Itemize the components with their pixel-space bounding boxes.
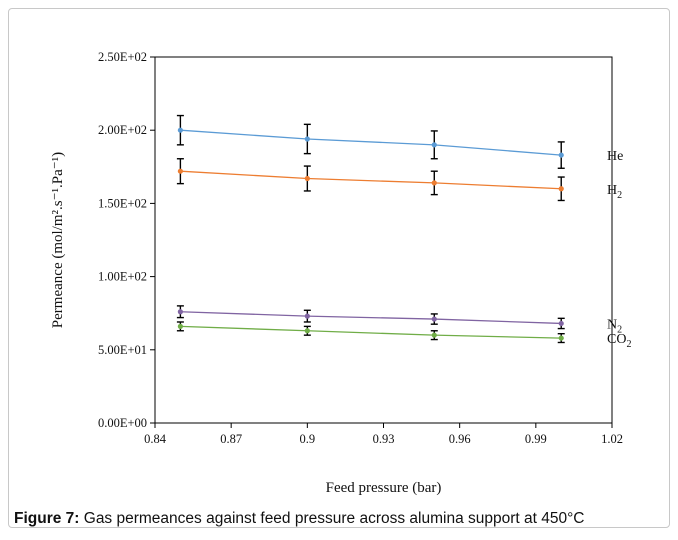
series-label-h2: H2 xyxy=(607,183,622,201)
data-point xyxy=(558,186,564,192)
y-tick-label: 5.00E+01 xyxy=(98,343,147,357)
plot-area-border xyxy=(154,56,613,424)
data-point xyxy=(431,142,437,148)
series-label-main: He xyxy=(607,149,623,164)
data-point xyxy=(177,127,183,133)
data-point xyxy=(177,309,183,315)
y-tick-label: 1.50E+02 xyxy=(98,196,147,210)
series-layer xyxy=(176,114,565,344)
x-tick-label: 0.87 xyxy=(220,432,242,446)
data-point xyxy=(304,328,310,334)
series-label-subscript: 2 xyxy=(617,324,622,335)
series-n2 xyxy=(176,305,565,330)
series-h2 xyxy=(176,158,565,202)
data-point xyxy=(431,316,437,322)
series-line xyxy=(180,170,562,190)
x-tick-label: 0.9 xyxy=(300,432,316,446)
y-tick-label: 2.50E+02 xyxy=(98,50,147,64)
data-point xyxy=(177,168,183,174)
figure-caption: Figure 7: Gas permeances against feed pr… xyxy=(14,510,678,528)
data-point xyxy=(304,136,310,142)
y-tick-label: 1.00E+02 xyxy=(98,270,147,284)
figure-frame xyxy=(8,8,670,528)
series-label-subscript: 2 xyxy=(626,339,631,350)
y-tick-label: 0.00E+00 xyxy=(98,416,147,430)
caption-label: Figure 7: xyxy=(14,510,80,527)
data-point xyxy=(304,175,310,182)
data-point xyxy=(558,152,564,158)
caption-text: Gas permeances against feed pressure acr… xyxy=(79,510,585,527)
y-axis-label: Permeance (mol/m².s⁻¹.Pa⁻¹) xyxy=(50,152,66,328)
x-axis-ticks: 0.84 0.87 0.9 0.93 0.96 0.99 1.02 xyxy=(144,423,623,446)
series-line xyxy=(180,311,562,325)
data-point xyxy=(431,180,437,186)
x-axis-label: Feed pressure (bar) xyxy=(326,480,442,496)
series-label-co2: CO2 xyxy=(607,332,631,350)
data-point xyxy=(431,332,437,338)
y-axis-ticks: 0.00E+00 5.00E+01 1.00E+02 1.50E+02 2.00E+02… xyxy=(98,50,155,430)
series-line xyxy=(180,129,562,156)
data-point xyxy=(304,313,310,319)
data-point xyxy=(177,323,183,329)
y-tick-label: 2.00E+02 xyxy=(98,123,147,137)
series-co2 xyxy=(176,321,565,344)
x-tick-label: 0.99 xyxy=(525,432,547,446)
series-label-subscript: 2 xyxy=(617,190,622,201)
series-label-main: CO xyxy=(607,332,626,347)
x-tick-label: 0.84 xyxy=(144,432,167,446)
series-he xyxy=(176,114,565,169)
data-point xyxy=(558,335,564,341)
x-tick-label: 0.96 xyxy=(449,432,471,446)
x-tick-label: 0.93 xyxy=(373,432,395,446)
series-label-he: He xyxy=(607,149,623,164)
data-point xyxy=(558,320,564,327)
x-tick-label: 1.02 xyxy=(601,432,623,446)
permeance-chart: 0.00E+00 5.00E+01 1.00E+02 1.50E+02 2.00E+02… xyxy=(50,50,631,496)
series-line xyxy=(180,325,562,339)
